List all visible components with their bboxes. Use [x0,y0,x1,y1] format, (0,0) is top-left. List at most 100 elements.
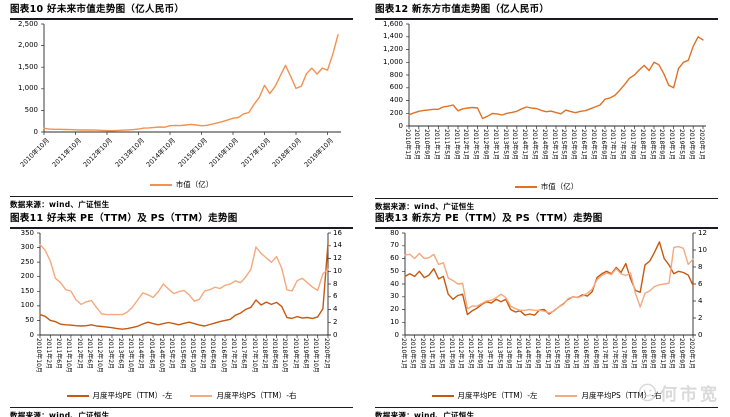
x-axis-label: 2010年5月 [409,338,417,370]
y-axis-label-right: 16 [333,228,342,237]
x-axis-label: 2018年10月 [270,136,304,169]
y-axis-label: 0 [398,121,403,130]
x-axis-label: 2013年10月 [113,136,146,169]
x-axis-label: 2011年10月 [50,136,83,169]
x-axis-label: 2013年2月 [106,338,114,370]
x-axis-label: 2019年1月 [668,129,676,161]
x-axis-label: 2012年2月 [75,338,83,370]
x-axis-label: 2017年6月 [240,338,248,370]
x-axis-label: 2012年10月 [96,338,104,373]
legend-item: 月度平均PE（TTM）-左 [66,390,172,401]
y-axis-label: 30 [390,292,399,301]
legend: 市值（亿） [10,179,353,190]
x-axis-label: 2016年5月 [589,129,597,161]
chart-title: 图表11 好未来 PE（TTM）及 PS（TTM）走势图 [10,213,238,224]
x-axis-label: 2011年1月 [432,129,440,161]
x-axis: 2010年1月 2010年5月 2010年9月 2011年1月 2011年5月 2011年… [400,335,695,389]
title-rule [375,227,718,229]
y-axis-label: 2,000 [17,41,38,50]
y-axis-label: 60 [390,254,399,262]
x-axis-label: 2010年10月 [34,338,42,373]
y-axis-label: 200 [20,272,34,281]
x-axis-label: 2013年5月 [495,338,503,370]
x-axis-label: 2010年9月 [418,338,426,370]
x-axis-label: 2017年9月 [628,129,636,161]
y-axis-label-right: 2 [333,317,338,326]
x-axis-label: 2011年2月 [44,338,52,370]
y-axis-label: 1,600 [382,19,403,28]
series-line [39,242,329,330]
x-axis-label: 2015年9月 [562,338,570,370]
legend-item: 市值（亿） [514,181,578,192]
x-axis-label: 2014年5月 [530,129,538,161]
y-axis-label-right: 6 [698,279,703,288]
x-axis-label: 2011年9月 [452,129,460,161]
x-axis-label: 2018年2月 [260,338,268,370]
x-axis-label: 2015年10月 [176,136,209,169]
x-axis-label: 2010年1月 [399,338,407,370]
y-axis-label: 200 [389,108,403,117]
y-axis-label: 50 [25,315,34,324]
y-axis-label-right: 10 [333,266,342,275]
plot-area [37,232,331,338]
x-axis-label: 2014年1月 [514,338,522,370]
x-axis-label: 2013年1月 [491,129,499,161]
x-axis-label: 2018年5月 [639,338,647,370]
y-axis-label: 500 [24,105,38,114]
legend-line-swatch [514,185,537,188]
x-axis: 2010年10月 2011年10月 2012年10月 2013年10月 2014年10月… [19,132,338,178]
x-axis-label: 2012年9月 [481,129,489,161]
y-axis-label: 400 [389,96,403,104]
x-axis-label: 2013年5月 [501,129,509,161]
series-line [39,243,329,316]
x-axis-label: 2016年6月 [209,338,217,370]
chart-edu-pe-ps: 0 10 20 30 40 50 60 70 80 0 2 4 6 8 10 12 2010年1月 2010年5… [375,228,718,405]
x-axis-label: 2015年9月 [570,129,578,161]
x-axis-label: 2014年9月 [533,338,541,370]
y-axis-label: 100 [20,301,34,310]
x-axis-label: 2015年1月 [543,338,551,370]
y-axis-label: 0 [33,127,38,136]
y-axis-label: 80 [390,228,399,237]
y-axis-label: 2,500 [17,19,38,28]
x-axis-label: 2018年9月 [658,129,666,161]
legend-line-swatch [149,183,172,186]
y-axis-label: 0 [394,330,399,339]
x-axis-label: 2014年6月 [147,338,155,370]
legend-line-swatch [66,394,89,397]
y-axis-label-right: 4 [698,296,703,305]
y-axis-label: 250 [20,257,34,266]
x-axis: 2010年1月 2010年5月 2010年9月 2011年1月 2011年5月 2011年… [404,126,705,180]
x-axis-label: 2011年9月 [447,338,455,370]
x-axis-label: 2017年1月 [609,129,617,161]
x-axis-label: 2012年10月 [81,136,115,169]
x-axis-label: 2014年9月 [540,129,548,161]
series-line [408,36,704,120]
chart-title: 图表10 好未来市值走势图（亿人民币） [10,4,185,15]
y-axis-label: 300 [20,243,34,252]
x-axis-label: 2017年10月 [239,136,272,169]
y-axis-label-right: 0 [333,330,338,339]
x-axis-label: 2019年5月 [677,129,685,161]
chart-panel-tal-mktcap: 图表10 好未来市值走势图（亿人民币） 0 500 1,000 1,500 2,000 2… [0,0,365,209]
legend: 市值（亿） [375,181,718,192]
legend-item: 市值（亿） [149,179,213,190]
x-axis-label: 2015年5月 [560,129,568,161]
x-axis-label: 2017年1月 [601,338,609,370]
y-axis-label-right: 8 [333,279,338,288]
x-axis-label: 2019年9月 [677,338,685,370]
data-source-note: 数据来源：wind、广证恒生 [10,200,110,209]
chart-tal-pe-ps: 0 50 100 150 200 250 300 350 0 2 4 6 8 10 12 14 16 2010年… [10,228,353,405]
x-axis-label: 2018年10月 [281,338,289,373]
x-axis-label: 2014年10月 [144,136,178,169]
series-line [404,241,694,316]
y-axis-label-right: 4 [333,305,338,313]
x-axis-label: 2016年10月 [219,338,227,373]
y-axis-label: 1,000 [17,84,38,93]
x-axis-label: 2016年1月 [572,338,580,370]
chart-panel-edu-pe-ps: 图表13 新东方 PE（TTM）及 PS（TTM）走势图 0 10 20 30 40 50… [365,209,730,417]
x-axis-label: 2016年10月 [207,136,241,169]
x-axis-label: 2011年10月 [65,338,73,373]
